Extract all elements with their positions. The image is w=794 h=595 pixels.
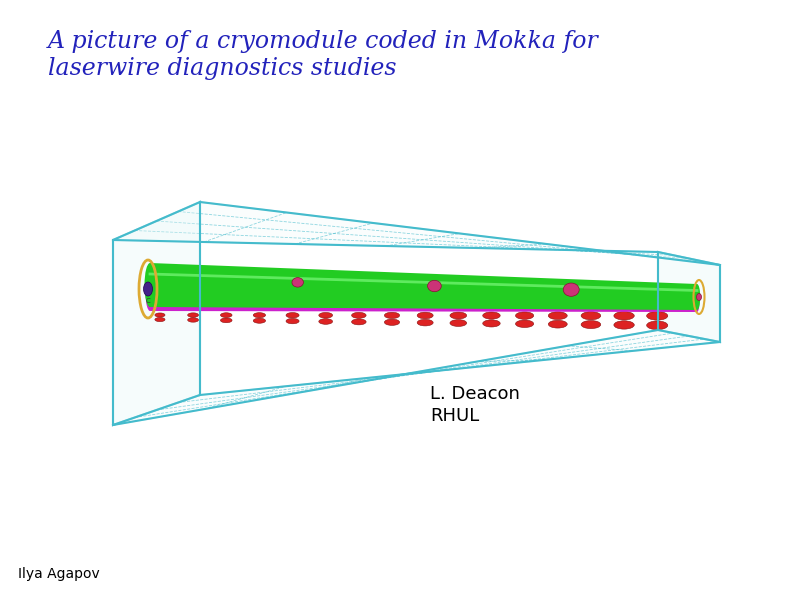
Ellipse shape (694, 284, 700, 310)
Text: A picture of a cryomodule coded in Mokka for: A picture of a cryomodule coded in Mokka… (48, 30, 599, 53)
Ellipse shape (286, 318, 299, 324)
Ellipse shape (155, 318, 165, 322)
Ellipse shape (417, 312, 434, 319)
Ellipse shape (187, 313, 198, 317)
Ellipse shape (696, 293, 702, 300)
Ellipse shape (563, 283, 579, 296)
Polygon shape (113, 330, 720, 425)
Ellipse shape (614, 312, 634, 320)
Text: L. Deacon: L. Deacon (430, 385, 520, 403)
Ellipse shape (450, 312, 467, 319)
Polygon shape (113, 202, 720, 265)
Ellipse shape (286, 312, 299, 318)
Ellipse shape (483, 312, 500, 319)
Ellipse shape (187, 318, 198, 322)
Ellipse shape (549, 312, 567, 320)
Ellipse shape (144, 282, 152, 296)
Polygon shape (150, 263, 697, 310)
Ellipse shape (581, 312, 601, 320)
Ellipse shape (253, 318, 265, 323)
Ellipse shape (384, 319, 399, 325)
Ellipse shape (352, 319, 366, 325)
Ellipse shape (145, 275, 155, 311)
Polygon shape (150, 275, 697, 312)
Text: laserwire diagnostics studies: laserwire diagnostics studies (48, 57, 396, 80)
Ellipse shape (549, 320, 567, 328)
Polygon shape (113, 202, 200, 425)
Ellipse shape (221, 318, 232, 322)
Ellipse shape (155, 313, 165, 317)
Ellipse shape (417, 320, 434, 326)
Ellipse shape (614, 321, 634, 329)
Ellipse shape (646, 312, 668, 320)
Ellipse shape (253, 312, 265, 318)
Ellipse shape (646, 321, 668, 330)
Ellipse shape (292, 278, 303, 287)
Text: C: C (145, 298, 150, 304)
Ellipse shape (515, 312, 534, 320)
Ellipse shape (428, 280, 441, 292)
Ellipse shape (352, 312, 366, 318)
Polygon shape (658, 252, 720, 342)
Text: Ilya Agapov: Ilya Agapov (18, 567, 100, 581)
Ellipse shape (515, 320, 534, 327)
Ellipse shape (483, 320, 500, 327)
Ellipse shape (221, 313, 232, 318)
Ellipse shape (581, 321, 601, 328)
Ellipse shape (450, 320, 467, 327)
Text: RHUL: RHUL (430, 407, 480, 425)
Ellipse shape (319, 312, 333, 318)
Ellipse shape (145, 263, 156, 307)
Ellipse shape (695, 292, 700, 312)
Ellipse shape (319, 319, 333, 324)
Ellipse shape (384, 312, 399, 318)
